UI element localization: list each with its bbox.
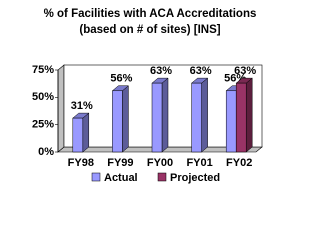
y-tick-label: 50% <box>32 91 54 103</box>
x-tick-label: FY02 <box>226 157 252 169</box>
bar-side <box>122 85 129 153</box>
x-tick-label: FY98 <box>68 157 94 169</box>
legend-label: Actual <box>104 172 138 184</box>
bar <box>235 82 247 153</box>
legend-swatch <box>157 172 167 182</box>
value-label: 63% <box>150 65 172 77</box>
bar <box>112 90 123 153</box>
y-tick-label: 0% <box>38 146 54 158</box>
y-tick-label: 25% <box>32 119 54 131</box>
bar-side <box>201 77 208 153</box>
bar <box>191 82 202 153</box>
bar-side <box>245 77 253 153</box>
bar <box>151 82 163 153</box>
x-tick-label: FY01 <box>186 157 212 169</box>
bar <box>72 117 84 153</box>
y-tick-label: 75% <box>32 64 54 76</box>
chart-subtitle: (based on # of sites) [INS] <box>79 24 220 36</box>
value-label: 56% <box>110 73 132 85</box>
value-label: 31% <box>71 100 93 112</box>
legend-swatch <box>91 172 101 182</box>
value-label: 63% <box>234 65 256 77</box>
chart-title: % of Facilities with ACA Accreditations <box>44 8 257 20</box>
x-tick-label: FY00 <box>147 157 173 169</box>
bar-side <box>82 112 90 153</box>
legend-label: Projected <box>170 172 220 184</box>
bar-side <box>161 77 169 153</box>
value-label: 63% <box>190 65 212 77</box>
x-tick-label: FY99 <box>107 157 133 169</box>
bar <box>225 90 237 153</box>
side-wall <box>57 64 65 153</box>
chart: % of Facilities with ACA Accreditations … <box>32 8 263 184</box>
